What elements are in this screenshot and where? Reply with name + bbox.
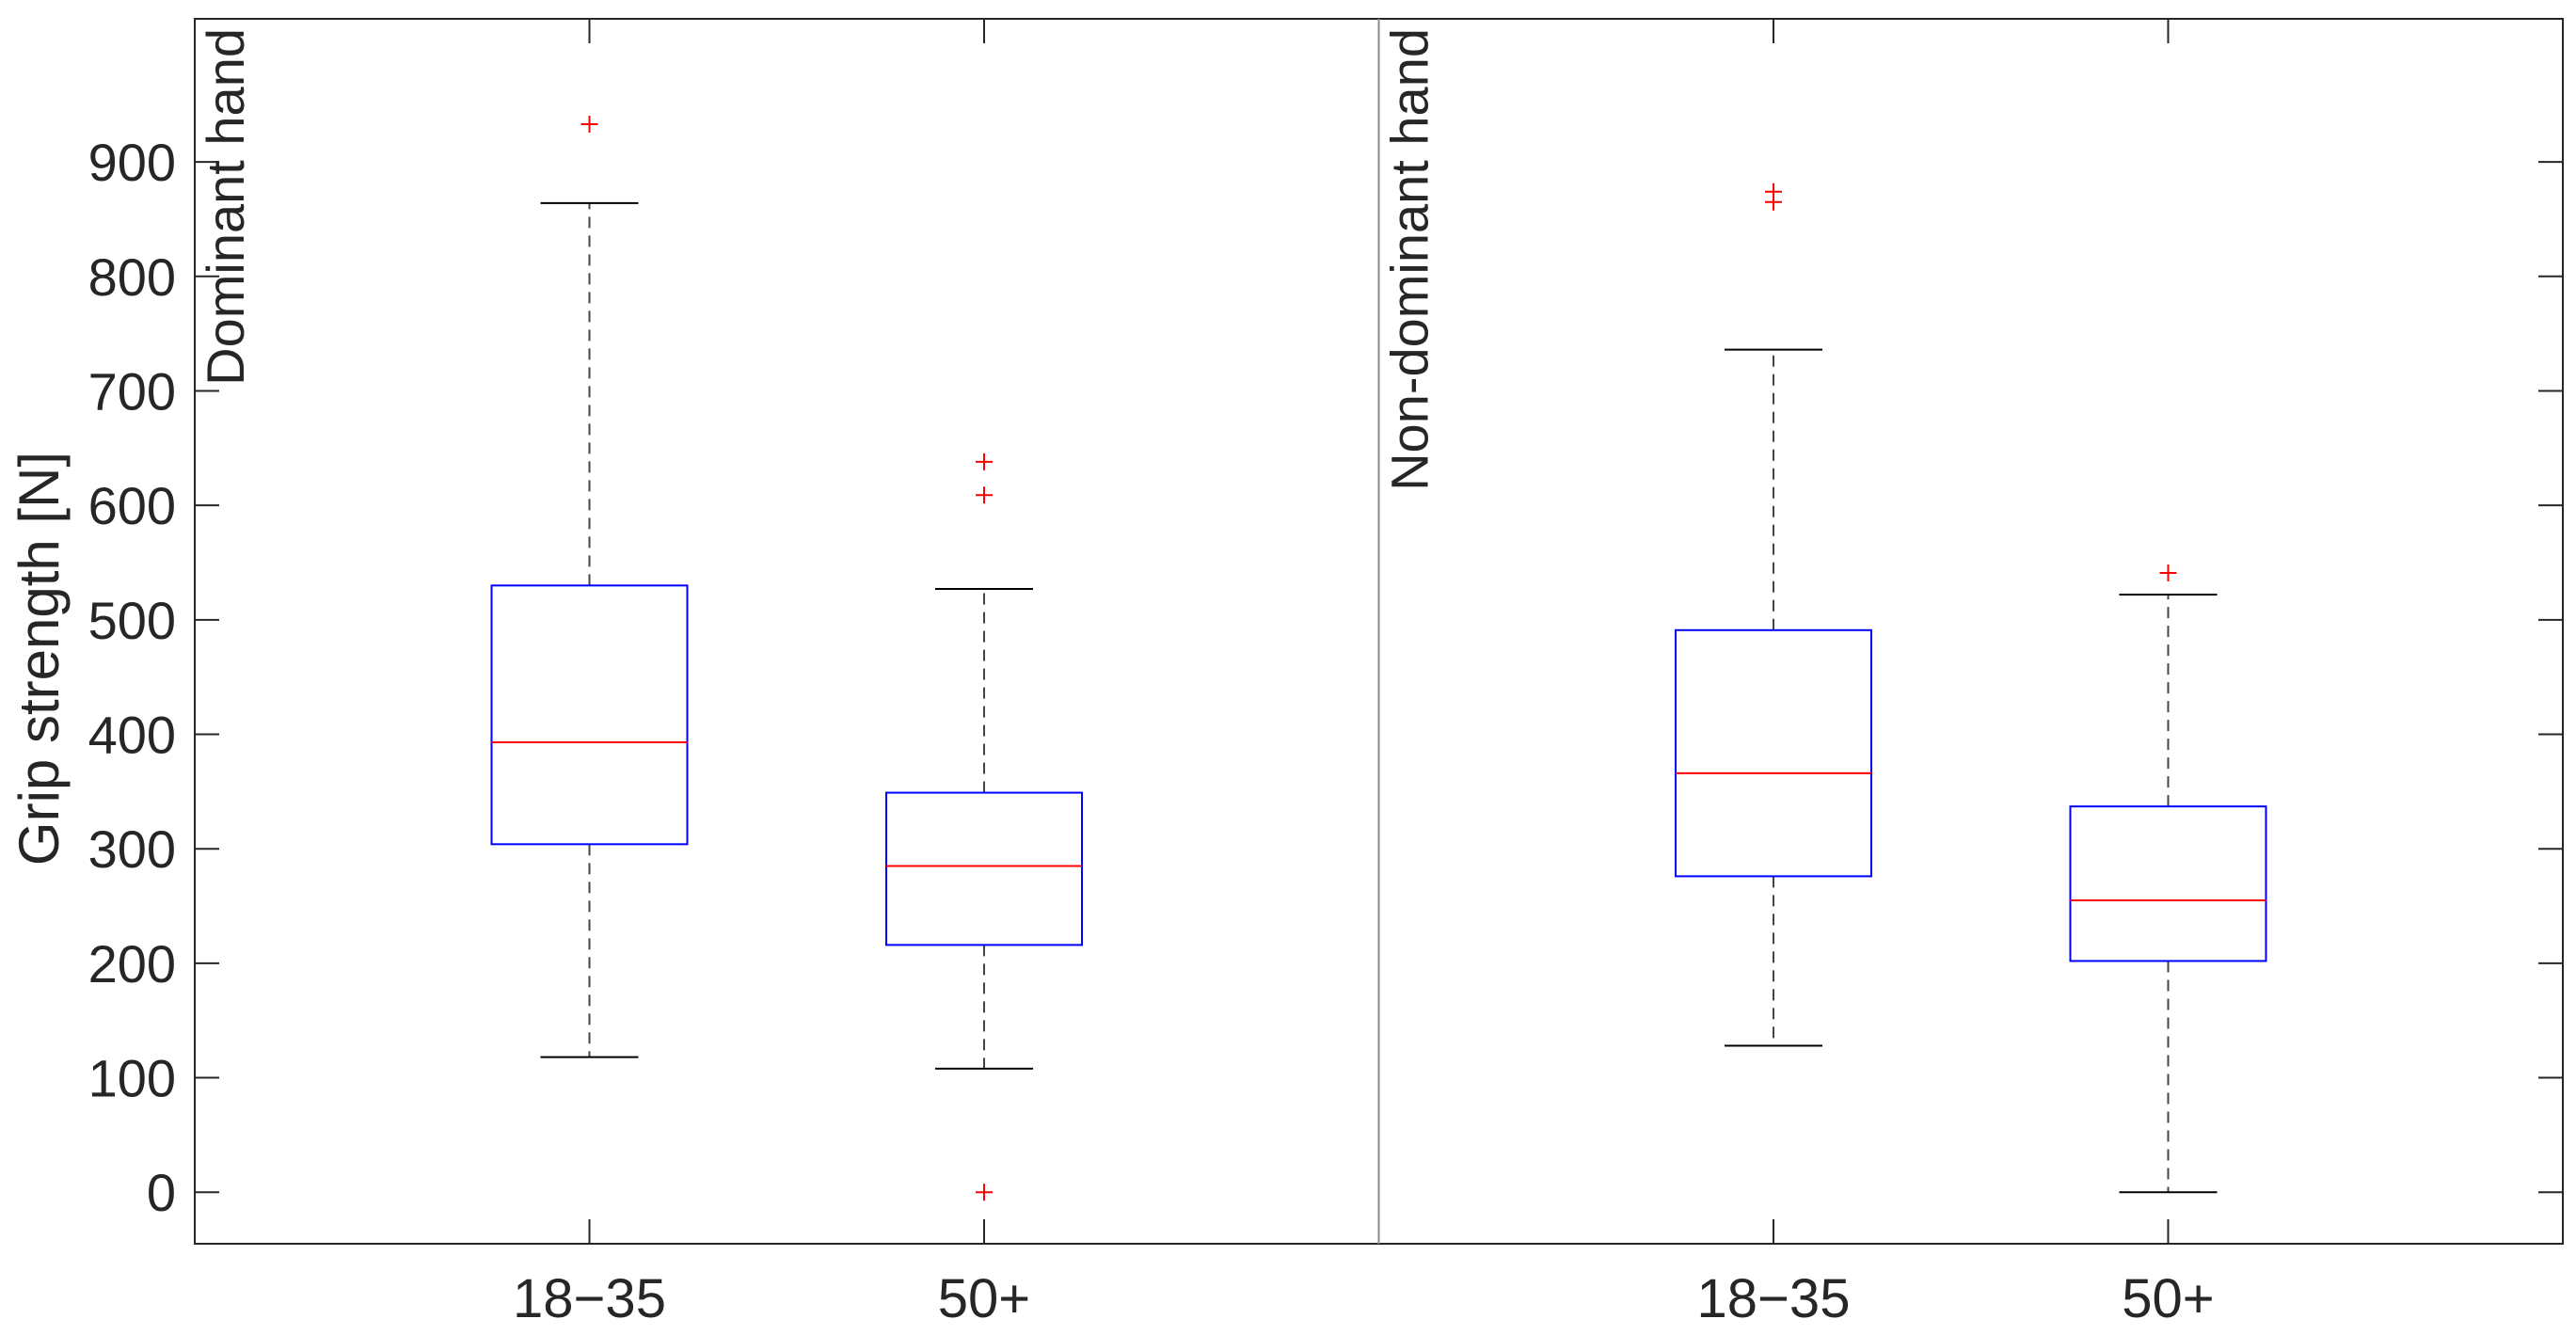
- y-tick-label: 400: [88, 706, 176, 765]
- outlier-marker: [976, 1184, 993, 1201]
- outlier-marker: [976, 486, 993, 504]
- box-iqr: [2069, 805, 2267, 962]
- x-category-label: 50+: [2122, 1268, 2214, 1329]
- y-tick-label: 300: [88, 819, 176, 879]
- panel-label: Dominant hand: [196, 28, 255, 386]
- box-iqr: [885, 791, 1083, 946]
- outlier-marker: [2159, 564, 2177, 581]
- y-tick-label: 500: [88, 591, 176, 650]
- y-tick-label: 700: [88, 361, 176, 421]
- y-tick-label: 100: [88, 1049, 176, 1108]
- y-tick-label: 800: [88, 247, 176, 307]
- y-tick-label: 600: [88, 476, 176, 535]
- y-tick-label: 900: [88, 133, 176, 192]
- y-tick-label: 200: [88, 934, 176, 993]
- x-category-label: 50+: [938, 1268, 1030, 1329]
- panel-label: Non-dominant hand: [1380, 28, 1439, 491]
- outlier-marker: [1765, 193, 1782, 211]
- x-category-label: 18−35: [513, 1268, 666, 1329]
- x-category-label: 18−35: [1697, 1268, 1851, 1329]
- y-tick-label: 0: [147, 1163, 176, 1222]
- outlier-marker: [580, 115, 598, 133]
- outlier-marker: [976, 453, 993, 470]
- box-iqr: [1675, 628, 1872, 878]
- y-axis-label: Grip strength [N]: [8, 452, 71, 866]
- plot-area: 0 100 200 300 400 500 600 700 800 900 Dominant han…: [88, 18, 2564, 1329]
- box-iqr: [490, 584, 689, 846]
